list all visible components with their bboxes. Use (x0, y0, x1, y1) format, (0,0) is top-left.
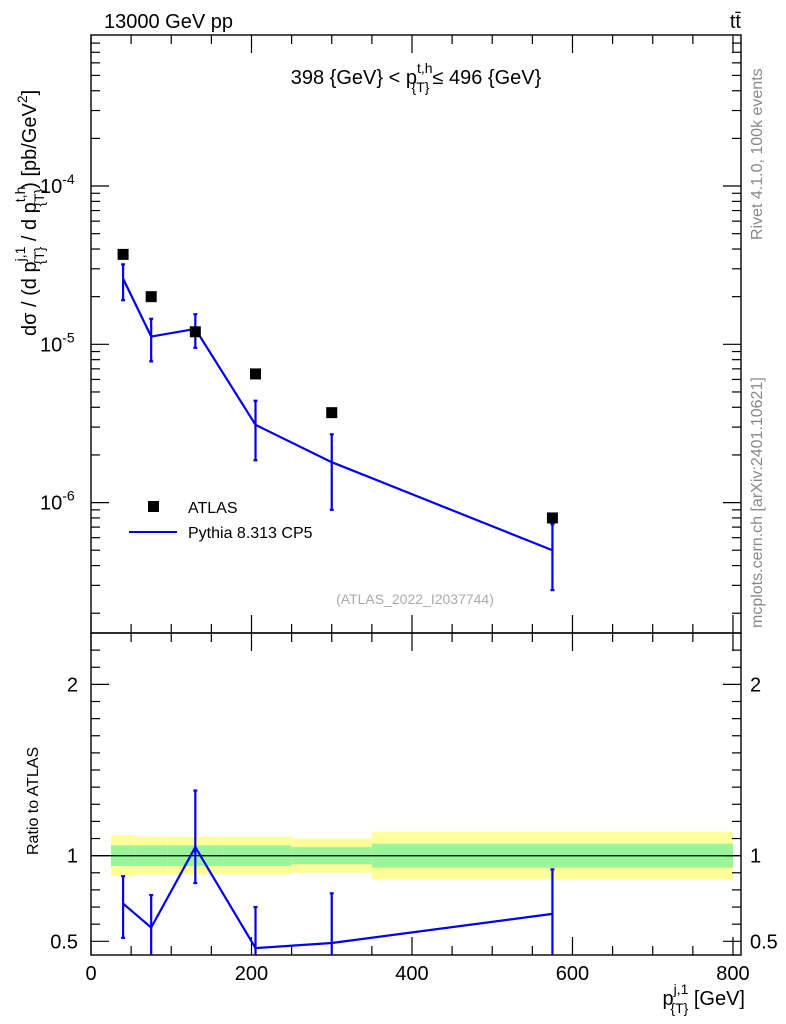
atlas-data-point (326, 407, 338, 419)
x-tick-label: 600 (556, 963, 589, 985)
header-process-label: tt̄ (730, 11, 742, 33)
ratio-plot-frame (90, 632, 742, 956)
legend-atlas-label: ATLAS (188, 500, 238, 517)
x-axis-label: pj,1 {T} [GeV] (662, 981, 745, 1016)
x-tick-label: 800 (716, 963, 749, 985)
ratio-pythia-line (122, 844, 553, 950)
ratio-y-tick-label: 2 (67, 674, 78, 696)
mcplots-reference-text: mcplots.cern.ch [arXiv:2401.10621] (749, 377, 766, 628)
header-energy-label: 13000 GeV pp (104, 11, 233, 33)
main-y-tick-label: 10-6 (40, 488, 75, 515)
atlas-data-point (145, 291, 157, 303)
legend: ATLAS Pythia 8.313 CP5 (129, 500, 313, 542)
rivet-version-text: Rivet 4.1.0, 100k events (749, 68, 766, 240)
ratio-series (121, 789, 555, 955)
pythia-line (122, 278, 553, 552)
atlas-data-point (117, 248, 129, 260)
x-tick-label: 0 (85, 963, 96, 985)
ratio-y-axis-label: Ratio to ATLAS (25, 747, 42, 855)
x-tick-label: 400 (395, 963, 428, 985)
main-y-tick-label: 10-4 (40, 171, 75, 198)
ratio-y-ticks: 0.5 0.5 1 1 2 2 (50, 649, 778, 953)
ratio-y-tick-label: 0.5 (50, 931, 78, 953)
x-tick-label: 200 (235, 963, 268, 985)
legend-pythia-label: Pythia 8.313 CP5 (188, 525, 313, 542)
main-plot-frame (90, 34, 742, 634)
ratio-y-tick-label: 1 (67, 846, 78, 868)
main-series (117, 248, 558, 592)
atlas-data-point (546, 512, 558, 524)
ratio-y-tick-label: 0.5 (750, 931, 778, 953)
ratio-y-tick-label: 2 (750, 674, 761, 696)
main-y-axis-label: dσ / (d pj,1 {T} / d pt,h {T}) [pb/GeV2] (12, 90, 47, 336)
plot-title: 398 {GeV} < pt,h {T} ≤ 496 {GeV} (291, 60, 542, 95)
ratio-y-tick-label: 1 (750, 846, 761, 868)
atlas-data-point (189, 326, 201, 338)
atlas-data-point (250, 368, 262, 380)
legend-atlas-marker (148, 501, 159, 512)
analysis-watermark: (ATLAS_2022_I2037744) (336, 591, 494, 607)
main-y-ticks: 10-6 10-5 10-4 (40, 42, 741, 614)
x-axis-ticks: 0 200 400 600 800 (85, 35, 750, 985)
main-y-tick-label: 10-5 (40, 329, 75, 356)
